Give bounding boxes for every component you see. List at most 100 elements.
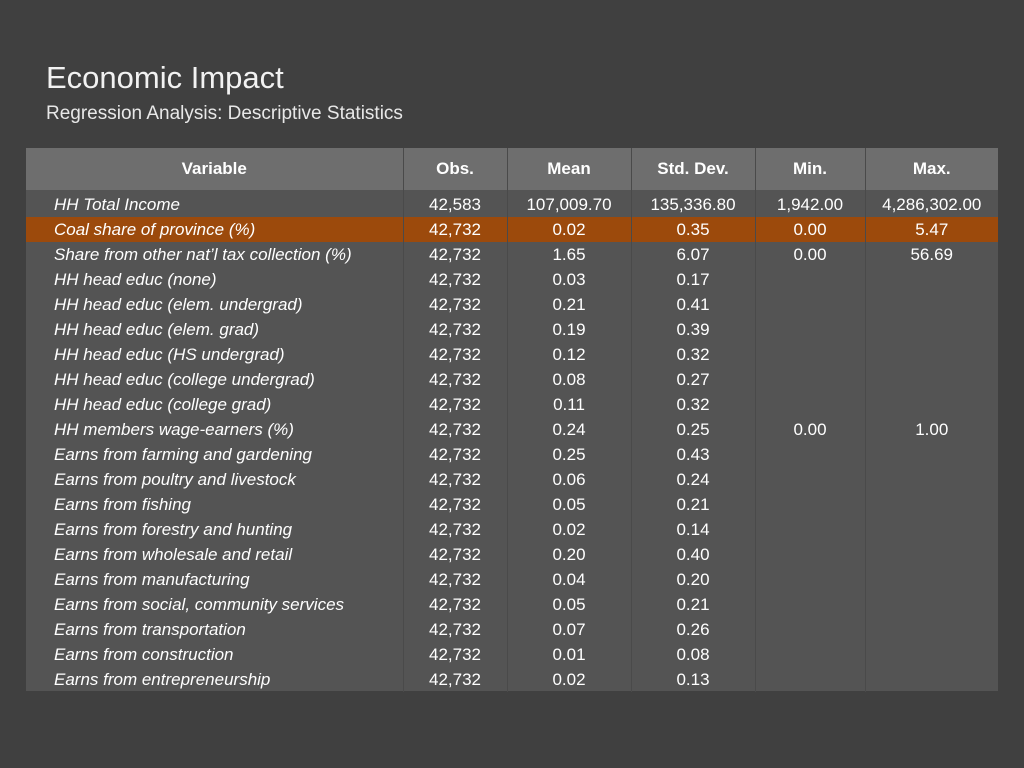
cell-min: [755, 467, 866, 492]
cell-mean: 0.02: [507, 667, 632, 692]
cell-obs: 42,732: [403, 667, 508, 692]
cell-min: 0.00: [755, 217, 866, 242]
cell-mean: 0.19: [507, 317, 632, 342]
cell-min: [755, 517, 866, 542]
cell-variable: HH head educ (college grad): [26, 392, 404, 417]
cell-std-dev: 6.07: [631, 242, 756, 267]
cell-obs: 42,732: [403, 517, 508, 542]
cell-max: [865, 517, 998, 542]
cell-mean: 0.05: [507, 492, 632, 517]
cell-std-dev: 0.13: [631, 667, 756, 692]
cell-obs: 42,732: [403, 467, 508, 492]
cell-variable: Earns from transportation: [26, 617, 404, 642]
cell-min: [755, 292, 866, 317]
cell-obs: 42,732: [403, 567, 508, 592]
cell-max: 4,286,302.00: [882, 195, 982, 214]
cell-std-dev: 0.17: [631, 267, 756, 292]
table-row: Earns from forestry and hunting 42,732 0.0…: [26, 517, 998, 542]
cell-std-dev: 0.08: [631, 642, 756, 667]
stats-table-container: Variable Obs. Mean Std. Dev. Min. Max. H…: [26, 148, 998, 692]
cell-mean: 0.08: [507, 367, 632, 392]
table-row: HH head educ (none) 42,732 0.03 0.17: [26, 267, 998, 292]
cell-max: [865, 442, 998, 467]
cell-max: 5.47: [865, 217, 998, 242]
cell-obs: 42,732: [403, 292, 508, 317]
cell-std-dev: 0.21: [631, 592, 756, 617]
table-row: Earns from construction 42,732 0.01 0.08: [26, 642, 998, 667]
table-row: Earns from transportation 42,732 0.07 0.26: [26, 617, 998, 642]
cell-max: [865, 567, 998, 592]
cell-variable: Share from other nat’l tax collection (%…: [26, 242, 404, 267]
cell-std-dev: 135,336.80: [631, 190, 756, 217]
cell-max: [865, 492, 998, 517]
cell-mean: 0.25: [507, 442, 632, 467]
cell-mean: 0.04: [507, 567, 632, 592]
cell-variable: Earns from wholesale and retail: [26, 542, 404, 567]
cell-variable: Earns from entrepreneurship: [26, 667, 404, 692]
cell-variable: Coal share of province (%): [26, 217, 404, 242]
table-row: HH head educ (elem. grad) 42,732 0.19 0.39: [26, 317, 998, 342]
cell-max: [865, 642, 998, 667]
cell-min: [755, 617, 866, 642]
cell-min: [755, 642, 866, 667]
page-title: Economic Impact: [46, 60, 284, 95]
cell-obs: 42,732: [403, 617, 508, 642]
table-row: HH members wage-earners (%) 42,732 0.24 0.2…: [26, 417, 998, 442]
cell-mean: 0.21: [507, 292, 632, 317]
cell-min: [755, 442, 866, 467]
table-row: HH Total Income 42,583 107,009.70 135,336.8…: [26, 190, 998, 217]
cell-max: [865, 267, 998, 292]
column-header-obs: Obs.: [403, 148, 508, 190]
cell-obs: 42,732: [403, 442, 508, 467]
cell-std-dev: 0.24: [631, 467, 756, 492]
cell-mean: 0.24: [507, 417, 632, 442]
table-row: Earns from wholesale and retail 42,732 0.2…: [26, 542, 998, 567]
cell-variable: HH head educ (HS undergrad): [26, 342, 404, 367]
cell-variable: HH Total Income: [26, 190, 404, 217]
column-header-variable: Variable: [26, 148, 404, 190]
cell-std-dev: 0.20: [631, 567, 756, 592]
cell-variable: Earns from social, community services: [26, 592, 404, 617]
cell-mean: 0.06: [507, 467, 632, 492]
cell-mean: 1.65: [507, 242, 632, 267]
page-subtitle: Regression Analysis: Descriptive Statist…: [46, 103, 403, 124]
cell-min: 0.00: [755, 417, 866, 442]
cell-max: 56.69: [910, 245, 954, 264]
cell-mean: 0.03: [507, 267, 632, 292]
cell-min: [755, 667, 866, 692]
cell-max: [865, 592, 998, 617]
cell-obs: 42,732: [403, 267, 508, 292]
cell-obs: 42,732: [403, 392, 508, 417]
cell-min: [755, 367, 866, 392]
cell-max: [865, 292, 998, 317]
cell-variable: Earns from forestry and hunting: [26, 517, 404, 542]
cell-min: 0.00: [755, 242, 866, 267]
column-header-max: Max.: [865, 148, 998, 190]
cell-std-dev: 0.14: [631, 517, 756, 542]
cell-max: [865, 542, 998, 567]
cell-std-dev: 0.26: [631, 617, 756, 642]
cell-min: [755, 342, 866, 367]
cell-variable: Earns from poultry and livestock: [26, 467, 404, 492]
cell-obs: 42,732: [403, 642, 508, 667]
cell-mean: 0.11: [507, 392, 632, 417]
cell-obs: 42,732: [403, 242, 508, 267]
cell-max: [865, 617, 998, 642]
cell-variable: Earns from manufacturing: [26, 567, 404, 592]
cell-obs: 42,732: [403, 542, 508, 567]
table-row: HH head educ (HS undergrad) 42,732 0.12 0.3…: [26, 342, 998, 367]
cell-mean: 0.01: [507, 642, 632, 667]
cell-max: 1.00: [915, 420, 949, 439]
cell-max: [865, 467, 998, 492]
cell-max: [865, 392, 998, 417]
table-row: Earns from manufacturing 42,732 0.04 0.20: [26, 567, 998, 592]
cell-max: [865, 367, 998, 392]
cell-variable: HH head educ (elem. grad): [26, 317, 404, 342]
cell-std-dev: 0.40: [631, 542, 756, 567]
cell-min: [755, 392, 866, 417]
cell-mean: 0.20: [507, 542, 632, 567]
cell-std-dev: 0.43: [631, 442, 756, 467]
cell-obs: 42,732: [403, 342, 508, 367]
cell-mean: 0.05: [507, 592, 632, 617]
cell-std-dev: 0.35: [631, 217, 756, 242]
